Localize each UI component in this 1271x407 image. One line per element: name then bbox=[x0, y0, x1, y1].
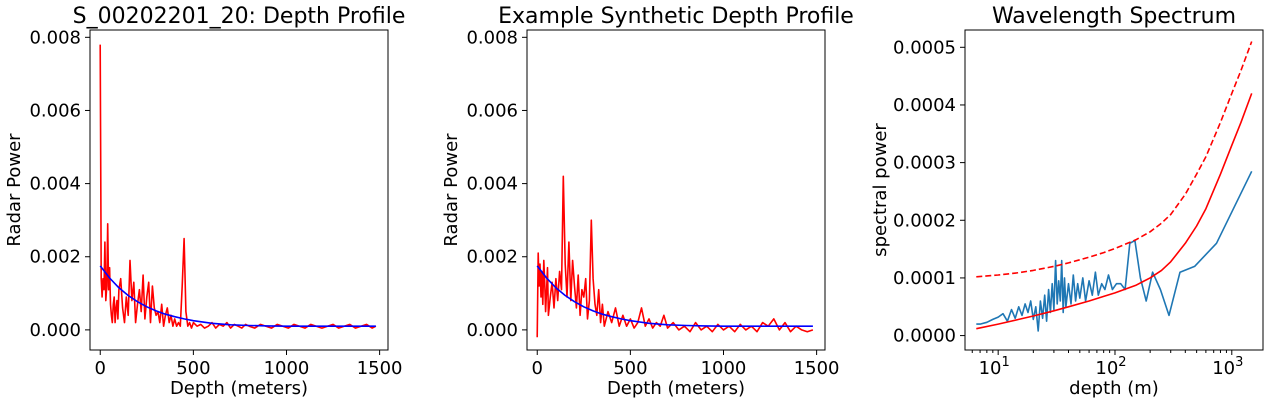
y-tick-label: 0.0000 bbox=[893, 326, 956, 347]
x-tick-label: 0 bbox=[532, 358, 543, 379]
y-tick-label: 0.008 bbox=[466, 27, 518, 48]
chart-title: Example Synthetic Depth Profile bbox=[498, 4, 854, 29]
chart-title: Wavelength Spectrum bbox=[992, 4, 1236, 29]
axes-frame bbox=[526, 29, 826, 351]
y-tick-label: 0.000 bbox=[29, 320, 81, 341]
y-tick-label: 0.0004 bbox=[893, 95, 956, 116]
x-tick-label: 1500 bbox=[357, 358, 403, 379]
y-tick-label: 0.006 bbox=[466, 100, 518, 121]
chart-title: S_00202201_20: Depth Profile bbox=[73, 4, 406, 29]
y-tick-label: 0.002 bbox=[466, 247, 518, 268]
series-line-3 bbox=[976, 41, 1253, 278]
chart-panel-3: 101 102 103 0.0000 0.0001 0.0002 0.0003 0.0004 0… bbox=[870, 4, 1264, 399]
axes-frame bbox=[964, 29, 1264, 351]
y-axis-label: spectral power bbox=[870, 123, 891, 257]
x-tick-label: 1000 bbox=[701, 358, 747, 379]
y-tick-label: 0.0002 bbox=[893, 210, 956, 231]
x-tick-label: 101 bbox=[979, 355, 1010, 379]
series-line-2 bbox=[99, 265, 376, 328]
x-tick-label: 1500 bbox=[794, 358, 840, 379]
x-axis-label: depth (m) bbox=[1069, 378, 1159, 399]
series-line-1 bbox=[99, 44, 377, 329]
y-tick-label: 0.004 bbox=[29, 174, 81, 195]
y-tick-label: 0.0001 bbox=[893, 268, 956, 289]
x-tick-label: 1000 bbox=[264, 358, 310, 379]
series-line-2 bbox=[976, 93, 1253, 330]
y-tick-label: 0.000 bbox=[466, 320, 518, 341]
chart-panel-1: 0 500 1000 1500 0.000 0.002 0.004 0.006 0.008S_0… bbox=[4, 4, 405, 399]
x-tick-label: 500 bbox=[613, 358, 647, 379]
x-axis-label: Depth (meters) bbox=[607, 378, 745, 399]
x-tick-label: 500 bbox=[176, 358, 210, 379]
x-axis-label: Depth (meters) bbox=[170, 378, 308, 399]
y-tick-label: 0.002 bbox=[29, 247, 81, 268]
chart-panel-2: 0 500 1000 1500 0.000 0.002 0.004 0.006 0.008Exa… bbox=[441, 4, 854, 399]
x-tick-label: 102 bbox=[1095, 355, 1126, 379]
y-tick-label: 0.0003 bbox=[893, 153, 956, 174]
y-tick-label: 0.004 bbox=[466, 174, 518, 195]
x-tick-label: 103 bbox=[1212, 355, 1243, 379]
axes-frame bbox=[89, 29, 389, 351]
series-line-2 bbox=[536, 265, 813, 328]
y-tick-label: 0.0005 bbox=[893, 37, 956, 58]
y-axis-label: Radar Power bbox=[4, 133, 25, 247]
y-axis-label: Radar Power bbox=[441, 133, 462, 247]
y-tick-label: 0.006 bbox=[29, 100, 81, 121]
series-line-1 bbox=[536, 175, 814, 338]
y-tick-label: 0.008 bbox=[29, 27, 81, 48]
x-tick-label: 0 bbox=[95, 358, 106, 379]
series-line-1 bbox=[976, 170, 1253, 332]
